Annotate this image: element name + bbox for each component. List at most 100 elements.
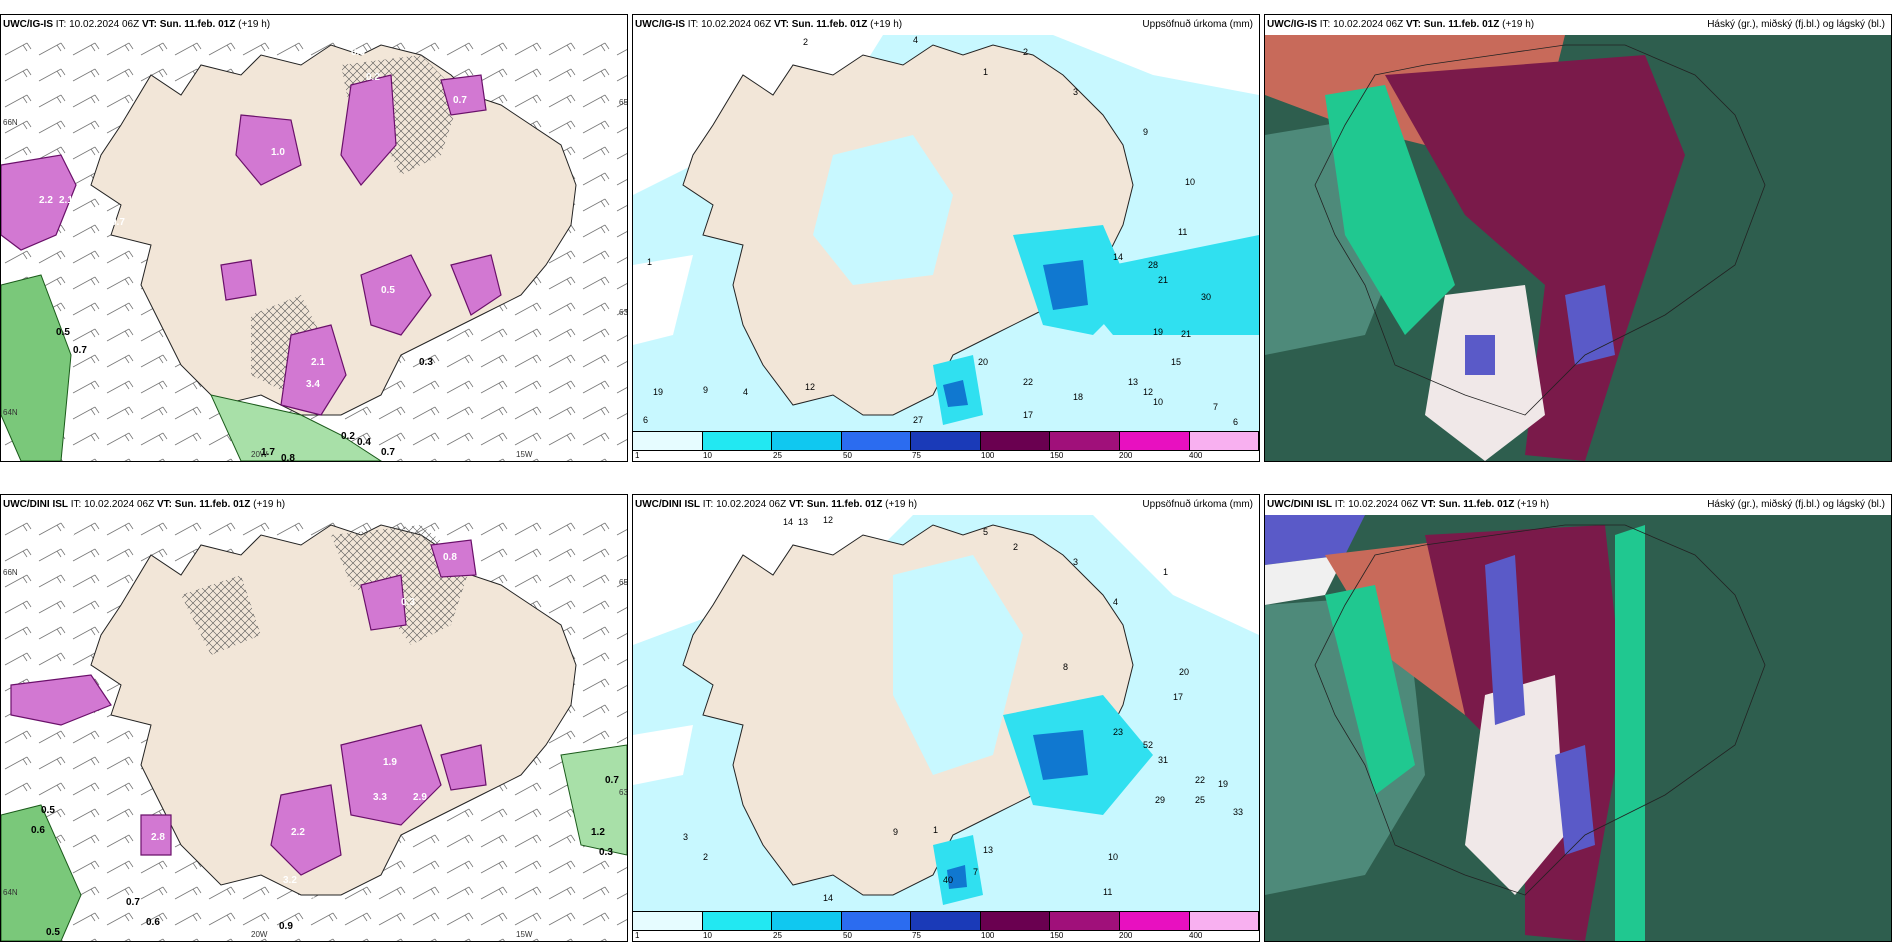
legend-swatch: [1050, 432, 1120, 450]
cloud-clear: [1465, 675, 1565, 895]
legend-labels: 1 10 25 50 75 100 150 200 400: [633, 451, 1259, 461]
legend-label: 75: [912, 451, 921, 460]
lead-time: (+19 h): [238, 19, 271, 30]
legend-swatch: [633, 432, 703, 450]
value-label: 30: [1201, 292, 1211, 302]
tick-20W: 20W: [251, 450, 268, 459]
value-label: 27: [913, 415, 923, 425]
model-name: UWC/DINI ISL: [635, 499, 700, 510]
legend-swatch: [841, 912, 912, 930]
vt-label: VT:: [156, 499, 172, 510]
value-label: 4: [743, 387, 748, 397]
precip-legend: 1 10 25 50 75 100 150 200 400: [633, 431, 1259, 461]
value-label: 19: [1153, 327, 1163, 337]
value-label: 6: [643, 415, 648, 425]
value-label: 0.7: [453, 95, 467, 106]
green-precip: [1, 744, 627, 941]
legend-swatches: [633, 911, 1259, 931]
value-label: 21: [1181, 329, 1191, 339]
value-label: 7: [1213, 402, 1218, 412]
value-label: 0.7: [605, 775, 619, 786]
value-label: 10: [1153, 397, 1163, 407]
value-label: 1: [983, 67, 988, 77]
vt-value: Sun. 11.feb. 01Z: [806, 499, 883, 510]
tick-65N-right: 65N: [619, 578, 627, 587]
it-label: IT:: [70, 499, 82, 510]
accum-heavy: [947, 730, 1088, 889]
vt-label: VT:: [773, 19, 789, 30]
value-label: 31: [1158, 755, 1168, 765]
legend-swatch: [633, 912, 703, 930]
value-label: 17: [1023, 410, 1033, 420]
precip-rate-map: 20W 15W 66N 64N 65N 63N 0.4 0.8 0.3 1.9 …: [1, 515, 627, 941]
value-label: 0.4: [61, 527, 75, 538]
value-label: 0.7: [381, 447, 395, 458]
value-label: 20: [1179, 667, 1189, 677]
value-label: 0.8: [443, 552, 457, 563]
legend-labels: 1 10 25 50 75 100 150 200 400: [633, 931, 1259, 941]
legend-label: 75: [912, 931, 921, 940]
legend-label: 50: [843, 451, 852, 460]
legend-label: 100: [981, 931, 995, 940]
legend-swatch: [702, 912, 773, 930]
accum-heavy: [943, 260, 1088, 407]
value-label: 2: [1013, 542, 1018, 552]
precip-areas: [10, 539, 487, 876]
value-label: 3: [1073, 557, 1078, 567]
legend-swatch: [772, 432, 842, 450]
value-label: 13: [983, 845, 993, 855]
value-label: 2.1: [59, 195, 73, 206]
panel-ig-is-precip-rate: UWC/IG-IS IT: 10.02.2024 06Z VT: Sun. 11…: [0, 14, 628, 462]
value-label: 1.9: [383, 757, 397, 768]
panel-header: UWC/DINI ISL IT: 10.02.2024 06Z VT: Sun.…: [633, 495, 1259, 515]
panel-header: UWC/DINI ISL IT: 10.02.2024 06Z VT: Sun.…: [1265, 495, 1891, 515]
value-label: 5: [983, 527, 988, 537]
tick-66N: 66N: [3, 118, 18, 127]
legend-label: 10: [703, 931, 712, 940]
value-label: 2.2: [291, 827, 305, 838]
legend-label: 150: [1050, 451, 1064, 460]
accum-inland: [893, 555, 1023, 775]
value-label: 7: [973, 867, 978, 877]
precip-legend: 1 10 25 50 75 100 150 200 400: [633, 911, 1259, 941]
value-label: 1.0: [271, 147, 285, 158]
it-label: IT:: [687, 19, 699, 30]
value-label: 3.3: [373, 792, 387, 803]
value-label: 12: [805, 382, 815, 392]
legend-label: 10: [703, 451, 712, 460]
snow-hatch: [251, 55, 461, 395]
legend-label: 200: [1119, 451, 1133, 460]
value-label: 0.4: [357, 437, 371, 448]
legend-label: 1: [635, 931, 640, 940]
value-label: 0.7: [126, 897, 140, 908]
map-area: 20W 15W 66N 64N 65N 63N 0.4 0.8 0.3 1.9 …: [1, 515, 627, 941]
value-label: 14: [823, 893, 833, 903]
cloud-map: [1265, 515, 1891, 941]
legend-label: 100: [981, 451, 995, 460]
value-label: 18: [1073, 392, 1083, 402]
legend-label: 150: [1050, 931, 1064, 940]
accum-values: 2 4 1 2 3 9 10 11 14 21 28 30 19 21 15 1…: [643, 35, 1238, 443]
map-area: [1265, 515, 1891, 941]
it-label: IT:: [1334, 499, 1346, 510]
value-label: 29: [1155, 795, 1165, 805]
tick-64N: 64N: [3, 888, 18, 897]
map-area: [1265, 35, 1891, 461]
value-label: 0.6: [31, 825, 45, 836]
it-value: 10.02.2024 06Z: [701, 19, 772, 30]
cloud-low: [1485, 555, 1595, 855]
iceland-outline: [1314, 44, 1766, 416]
tick-15W: 15W: [516, 930, 533, 939]
value-label: 40: [943, 875, 953, 885]
panel-header: UWC/IG-IS IT: 10.02.2024 06Z VT: Sun. 11…: [1265, 15, 1891, 35]
value-label: 22: [1023, 377, 1033, 387]
panel-dini-cloud: UWC/DINI ISL IT: 10.02.2024 06Z VT: Sun.…: [1264, 494, 1892, 942]
value-label: 2.6: [301, 895, 315, 906]
panel-ig-is-cloud: UWC/IG-IS IT: 10.02.2024 06Z VT: Sun. 11…: [1264, 14, 1892, 462]
value-label: 22: [1195, 775, 1205, 785]
value-label: 0.3: [351, 47, 365, 58]
accum-values: 14 13 12 5 2 3 1 4 8 20 17 23 52 31 22 1…: [683, 515, 1243, 927]
model-name: UWC/IG-IS: [1267, 19, 1317, 30]
value-label: 2.2: [39, 195, 53, 206]
tick-20W: 20W: [251, 930, 268, 939]
